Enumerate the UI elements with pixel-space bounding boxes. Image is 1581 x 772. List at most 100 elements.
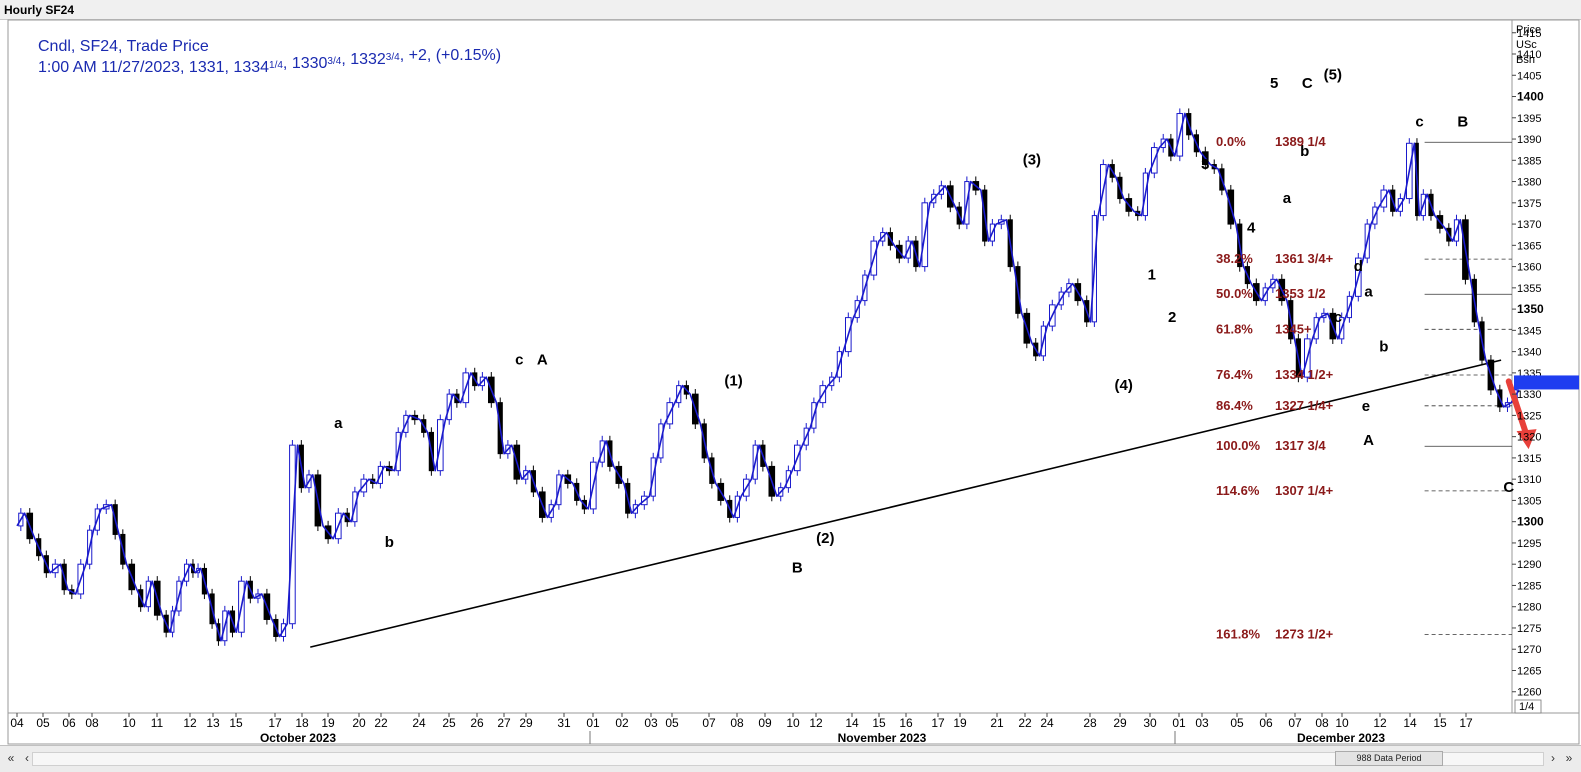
x-tick-label: 12 (1373, 716, 1387, 730)
x-month-label: November 2023 (838, 731, 927, 745)
x-tick-label: 15 (1433, 716, 1447, 730)
x-tick-label: 06 (62, 716, 76, 730)
wave-label: 4 (1247, 220, 1256, 237)
wave-label: a (1364, 283, 1373, 300)
y-tick-label: 1265 (1517, 665, 1541, 677)
x-tick-label: 05 (36, 716, 50, 730)
x-tick-label: 22 (374, 716, 388, 730)
axis-header-label: Price (1516, 24, 1541, 36)
x-tick-label: 10 (1335, 716, 1349, 730)
y-tick-label: 1325 (1517, 410, 1541, 422)
fib-pct-label: 100.0% (1216, 438, 1261, 453)
wave-label: A (1363, 432, 1374, 449)
y-tick-label: 1365 (1517, 240, 1541, 252)
y-tick-label: 1275 (1517, 623, 1541, 635)
x-tick-label: 28 (1083, 716, 1097, 730)
x-tick-label: 12 (809, 716, 823, 730)
y-tick-label: 1360 (1517, 262, 1541, 274)
x-tick-label: 09 (758, 716, 772, 730)
x-tick-label: 27 (497, 716, 511, 730)
y-tick-label: 1270 (1517, 644, 1541, 656)
x-tick-label: 08 (730, 716, 744, 730)
y-tick-label: 1300 (1517, 515, 1544, 529)
scroll-left-icon[interactable]: ‹ (25, 751, 29, 765)
y-tick-label: 1350 (1517, 302, 1544, 316)
x-tick-label: 31 (557, 716, 571, 730)
wave-label: c (1415, 113, 1423, 130)
y-tick-label: 1345 (1517, 325, 1541, 337)
fib-pct-label: 161.8% (1216, 626, 1261, 641)
x-tick-label: 18 (295, 716, 309, 730)
x-tick-label: 08 (1315, 716, 1329, 730)
x-tick-label: 03 (1195, 716, 1209, 730)
x-tick-label: 15 (229, 716, 243, 730)
x-tick-label: 14 (1403, 716, 1417, 730)
current-price-marker (1514, 375, 1579, 390)
wave-label: (5) (1324, 67, 1342, 84)
x-tick-label: 03 (644, 716, 658, 730)
axis-header-label: USc (1516, 39, 1537, 51)
y-tick-label: 1415 (1517, 28, 1541, 40)
legend-segment: , 1330 (283, 55, 328, 72)
scroll-far-left-icon[interactable]: « (7, 751, 15, 765)
y-tick-label: 1320 (1517, 432, 1541, 444)
x-tick-label: 19 (321, 716, 335, 730)
scroll-track[interactable] (32, 752, 1544, 766)
wave-label: b (385, 534, 394, 551)
x-tick-label: 17 (1459, 716, 1473, 730)
x-tick-label: 10 (122, 716, 136, 730)
x-tick-label: 19 (953, 716, 967, 730)
wave-label: c (1334, 309, 1342, 326)
axis-header-label: Bsh (1516, 54, 1535, 66)
legend-fraction: 1/4 (269, 60, 283, 71)
fib-pct-label: 38.2% (1216, 251, 1253, 266)
x-tick-label: 11 (151, 716, 164, 730)
scroll-far-right-icon[interactable]: » (1565, 751, 1573, 765)
fib-pct-label: 50.0% (1216, 286, 1253, 301)
fib-pct-label: 61.8% (1216, 321, 1253, 336)
y-tick-label: 1260 (1517, 687, 1541, 699)
x-tick-label: 20 (352, 716, 366, 730)
price-axis-panel (1511, 19, 1580, 714)
y-tick-label: 1380 (1517, 177, 1541, 189)
y-tick-label: 1295 (1517, 538, 1541, 550)
data-period-box: 988 Data Period (1335, 751, 1443, 766)
x-tick-label: 30 (1143, 716, 1157, 730)
y-tick-label: 1400 (1517, 90, 1544, 104)
x-tick-label: 16 (899, 716, 913, 730)
horizontal-scrollbar-area: « ‹ 988 Data Period › » (0, 745, 1581, 772)
legend-fraction: 3/4 (386, 52, 400, 63)
time-axis-panel (7, 712, 1580, 745)
wave-label: (2) (816, 530, 834, 547)
x-tick-label: 15 (872, 716, 886, 730)
scroll-right-icon[interactable]: › (1551, 751, 1555, 765)
y-tick-label: 1405 (1517, 70, 1541, 82)
wave-label: C (1503, 479, 1514, 496)
legend-segment: , +2, (+0.15%) (400, 47, 501, 64)
wave-label: b (1379, 339, 1388, 356)
x-tick-label: 06 (1259, 716, 1273, 730)
wave-label: (4) (1115, 377, 1133, 394)
y-tick-label: 1290 (1517, 559, 1541, 571)
wave-label: b (1300, 143, 1309, 160)
y-tick-label: 1340 (1517, 347, 1541, 359)
x-tick-label: 21 (990, 716, 1004, 730)
wave-label: A (537, 351, 548, 368)
fib-pct-label: 76.4% (1216, 367, 1253, 382)
fib-pct-label: 0.0% (1216, 134, 1246, 149)
y-tick-label: 1305 (1517, 495, 1541, 507)
legend-line-2: 1:00 AM 11/27/2023, 1331, 13341/4, 13303… (38, 47, 501, 76)
wave-label: B (792, 560, 803, 577)
trendline (310, 359, 1502, 648)
fib-price-label: 1353 1/2 (1275, 286, 1326, 301)
wave-label: 3 (1201, 156, 1209, 173)
wave-label: 1 (1148, 266, 1156, 283)
x-tick-label: 17 (931, 716, 945, 730)
x-tick-label: 02 (615, 716, 629, 730)
fib-price-label: 1334 1/2+ (1275, 367, 1334, 382)
x-tick-label: 14 (845, 716, 859, 730)
x-tick-label: 17 (268, 716, 282, 730)
x-tick-label: 05 (665, 716, 679, 730)
x-tick-label: 05 (1230, 716, 1244, 730)
